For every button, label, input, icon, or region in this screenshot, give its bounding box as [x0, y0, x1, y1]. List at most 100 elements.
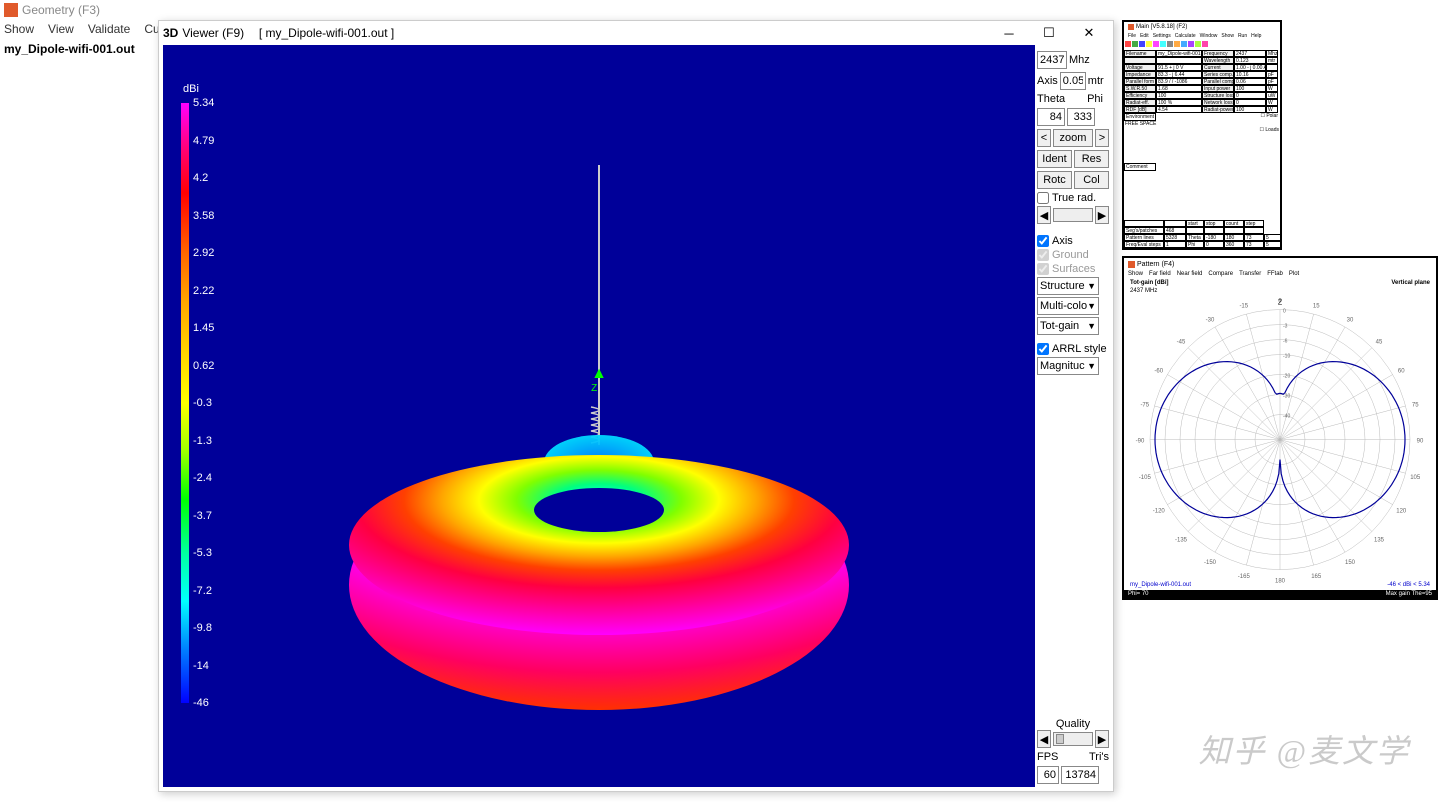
menu-item[interactable]: Calculate [1175, 33, 1196, 39]
data-cell: Voltage [1124, 64, 1156, 71]
data-cell: 100 [1156, 92, 1202, 99]
svg-text:120: 120 [1396, 509, 1407, 515]
svg-text:105: 105 [1410, 475, 1421, 481]
zoom-in-button[interactable]: > [1095, 129, 1109, 147]
magnitude-select[interactable]: Magnituc▼ [1037, 357, 1099, 375]
menu-item[interactable]: Show [1221, 33, 1234, 39]
slider-left[interactable]: ◀ [1037, 206, 1051, 224]
svg-text:150: 150 [1345, 560, 1356, 566]
menu-item[interactable]: Show [1128, 271, 1143, 277]
menu-item[interactable]: Help [1251, 33, 1261, 39]
radiation-torus [344, 455, 854, 715]
maximize-button[interactable]: ☐ [1029, 21, 1069, 45]
quality-right[interactable]: ▶ [1095, 730, 1109, 748]
minimize-button[interactable]: ─ [989, 21, 1029, 45]
menu-item[interactable]: Run [1238, 33, 1247, 39]
slider-right[interactable]: ▶ [1095, 206, 1109, 224]
data-cell: Impedance [1124, 71, 1156, 78]
scale-tick: 3.58 [193, 210, 214, 222]
svg-text:-165: -165 [1238, 574, 1251, 580]
scale-tick: -14 [193, 660, 209, 672]
svg-text:-75: -75 [1140, 402, 1149, 408]
menu-item[interactable]: Edit [1140, 33, 1149, 39]
menu-validate[interactable]: Validate [88, 22, 130, 36]
main-window-thumb[interactable]: Main [V5.8.18] (F2) FileEditSettingsCalc… [1122, 20, 1282, 250]
zoom-out-button[interactable]: < [1037, 129, 1051, 147]
scale-tick: 1.45 [193, 322, 214, 334]
scale-tick: -5.3 [193, 547, 212, 559]
viewer-file: [ my_Dipole-wifi-001.out ] [259, 26, 394, 40]
menu-item[interactable]: FFtab [1267, 271, 1283, 277]
svg-text:60: 60 [1398, 369, 1405, 375]
menu-show[interactable]: Show [4, 22, 34, 36]
quality-left[interactable]: ◀ [1037, 730, 1051, 748]
menu-item[interactable]: Settings [1153, 33, 1171, 39]
app-icon [4, 3, 18, 17]
data-cell: mtr [1266, 57, 1278, 64]
scale-tick: -9.8 [193, 622, 212, 634]
data-cell: 4.54 [1156, 106, 1202, 113]
totgain-select[interactable]: Tot-gain▼ [1037, 317, 1099, 335]
menu-item[interactable]: Far field [1149, 271, 1171, 277]
viewer-canvas[interactable]: dBi 5.344.794.23.582.922.221.450.62-0.3-… [163, 45, 1035, 787]
data-cell: 83.3 - j 6.44 [1156, 71, 1202, 78]
svg-text:-30: -30 [1206, 317, 1215, 323]
scale-tick: -3.7 [193, 510, 212, 522]
fps-label: FPS [1037, 751, 1058, 763]
true-rad-check[interactable]: True rad. [1037, 192, 1109, 204]
data-cell: 2437 [1234, 50, 1266, 57]
axis-check[interactable]: Axis [1037, 235, 1109, 247]
svg-text:-120: -120 [1153, 509, 1166, 515]
menu-view[interactable]: View [48, 22, 74, 36]
pattern-window-thumb[interactable]: Pattern (F4) Show Far field Near field Comp… [1122, 256, 1438, 600]
menu-item[interactable]: Near field [1177, 271, 1203, 277]
zoom-button[interactable]: zoom [1053, 129, 1093, 147]
app-titlebar: Geometry (F3) [0, 0, 1440, 20]
svg-text:-60: -60 [1154, 369, 1163, 375]
viewer-controls: Mhz Axis mtr Theta Phi < zoom > Ident Re… [1037, 51, 1109, 787]
scale-tick: -7.2 [193, 585, 212, 597]
structure-select[interactable]: Structure▼ [1037, 277, 1099, 295]
svg-text:-15: -15 [1239, 303, 1248, 309]
close-button[interactable]: ✕ [1069, 21, 1109, 45]
axis-label: Axis [1037, 75, 1058, 87]
theta-input[interactable] [1037, 108, 1065, 126]
svg-text:-150: -150 [1204, 560, 1217, 566]
axis-input[interactable] [1060, 72, 1086, 90]
rotc-button[interactable]: Rotc [1037, 171, 1072, 189]
menu-item[interactable]: File [1128, 33, 1136, 39]
freq-unit: Mhz [1069, 54, 1090, 66]
scale-tick: 4.79 [193, 135, 214, 147]
scale-tick: -1.3 [193, 435, 212, 447]
data-cell: my_Dipole-wifi-001.o [1156, 50, 1202, 57]
phi-input[interactable] [1067, 108, 1095, 126]
data-cell: 91.5 + j 0 V [1156, 64, 1202, 71]
data-cell: 100 [1234, 85, 1266, 92]
app-icon [1128, 261, 1135, 268]
data-cell: Series comp. [1202, 71, 1234, 78]
menu-item[interactable]: Transfer [1239, 271, 1261, 277]
data-cell: 1.68 [1156, 85, 1202, 92]
data-cell: Efficiency [1124, 92, 1156, 99]
menu-item[interactable]: Compare [1208, 271, 1233, 277]
slider-track[interactable] [1053, 208, 1093, 222]
arrl-check[interactable]: ARRL style [1037, 343, 1109, 355]
menu-item[interactable]: Window [1200, 33, 1218, 39]
freq-input[interactable] [1037, 51, 1067, 69]
col-button[interactable]: Col [1074, 171, 1109, 189]
data-cell: W [1266, 106, 1278, 113]
ident-button[interactable]: Ident [1037, 150, 1072, 168]
data-cell: 83.9 / / -1086 [1156, 78, 1202, 85]
scale-tick: -0.3 [193, 397, 212, 409]
pattern-freq: 2437 MHz [1124, 288, 1436, 294]
viewer-titlebar: 3D Viewer (F9) [ my_Dipole-wifi-001.out … [159, 21, 1113, 45]
res-button[interactable]: Res [1074, 150, 1109, 168]
quality-slider[interactable] [1053, 732, 1093, 746]
data-cell: 0.123 [1234, 57, 1266, 64]
svg-text:Z: Z [1278, 300, 1283, 307]
menu-item[interactable]: Plot [1289, 271, 1299, 277]
multicolor-select[interactable]: Multi-colo▼ [1037, 297, 1099, 315]
antenna-wire [598, 165, 600, 445]
ground-check: Ground [1037, 249, 1109, 261]
pattern-title: Pattern (F4) [1137, 261, 1174, 268]
